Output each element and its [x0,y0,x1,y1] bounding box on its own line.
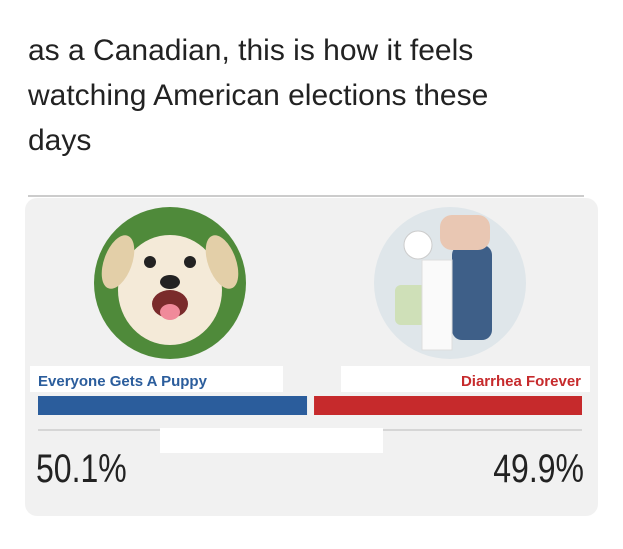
percent-label: 50.1% [36,446,127,491]
result-bar [38,396,308,415]
blank-box [160,428,383,453]
percent-label: 49.9% [493,446,584,491]
result-bars [38,396,582,415]
caption-line: watching American elections these [27,79,488,112]
label-box [30,366,283,392]
candidate-name: Everyone Gets A Puppy [38,373,208,390]
toilet-image [374,207,526,359]
caption-line: as a Canadian, this is how it feels [28,34,473,67]
candidate-name: Diarrhea Forever [461,373,581,390]
label-box [341,366,590,392]
caption-line: days [28,124,91,157]
puppy-image [94,207,246,359]
result-bar [314,396,582,415]
